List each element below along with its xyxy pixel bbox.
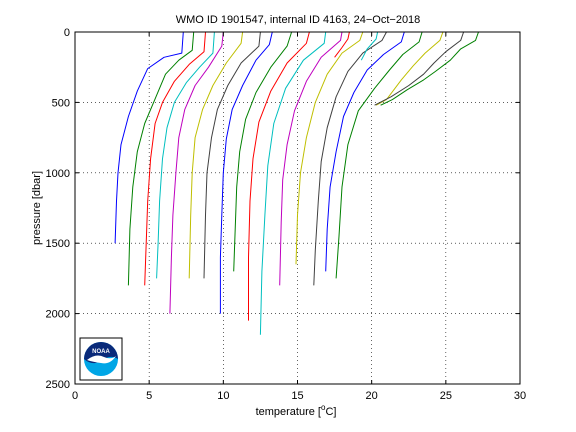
series-layer xyxy=(114,31,479,335)
tick-labels: 0 5 10 15 20 25 30 0 500 1000 1500 2000 2500 xyxy=(46,27,527,402)
y-tick-label: 1500 xyxy=(46,238,70,250)
x-tick-label: 30 xyxy=(514,390,526,402)
y-tick-label: 500 xyxy=(52,97,70,109)
series-line-3 xyxy=(144,31,206,286)
series-line-15 xyxy=(325,31,405,272)
x-axis-label: temperature [oC] xyxy=(256,403,337,418)
y-tick-label: 1000 xyxy=(46,168,70,180)
x-axis-label-main: temperature [ xyxy=(256,406,321,418)
series-line-5 xyxy=(169,31,224,314)
series-line-18 xyxy=(360,31,379,61)
y-tick-label: 2000 xyxy=(46,309,70,321)
series-line-16 xyxy=(335,31,423,279)
x-tick-label: 15 xyxy=(291,390,303,402)
y-tick-label: 0 xyxy=(64,27,70,39)
x-axis-label-unit: C] xyxy=(325,406,336,418)
series-line-1 xyxy=(114,31,184,244)
degree-sign: o xyxy=(321,403,326,412)
ticks xyxy=(74,31,521,385)
x-tick-label: 25 xyxy=(440,390,452,402)
series-line-20 xyxy=(374,31,465,106)
series-line-12 xyxy=(279,31,343,286)
series-line-21 xyxy=(380,31,479,106)
x-tick-label: 5 xyxy=(146,390,152,402)
series-line-10 xyxy=(248,31,310,321)
chart-title: WMO ID 1901547, internal ID 4163, 24−Oct… xyxy=(176,14,421,26)
series-line-4 xyxy=(156,31,215,279)
x-tick-label: 20 xyxy=(366,390,378,402)
x-tick-label: 0 xyxy=(72,390,78,402)
series-line-9 xyxy=(233,31,293,272)
noaa-logo-bird xyxy=(87,355,116,364)
series-line-17 xyxy=(334,31,350,58)
series-line-8 xyxy=(219,31,273,314)
x-tick-label: 10 xyxy=(217,390,229,402)
series-line-13 xyxy=(295,31,364,265)
series-line-11 xyxy=(259,31,327,335)
y-tick-label: 2500 xyxy=(46,379,70,391)
series-line-7 xyxy=(203,31,261,279)
y-axis-label: pressure [dbar] xyxy=(31,171,43,245)
series-line-2 xyxy=(127,31,195,286)
series-line-6 xyxy=(188,31,244,279)
noaa-logo: NOAA xyxy=(79,337,123,381)
noaa-logo-text: NOAA xyxy=(92,349,110,355)
series-line-14 xyxy=(313,31,387,286)
